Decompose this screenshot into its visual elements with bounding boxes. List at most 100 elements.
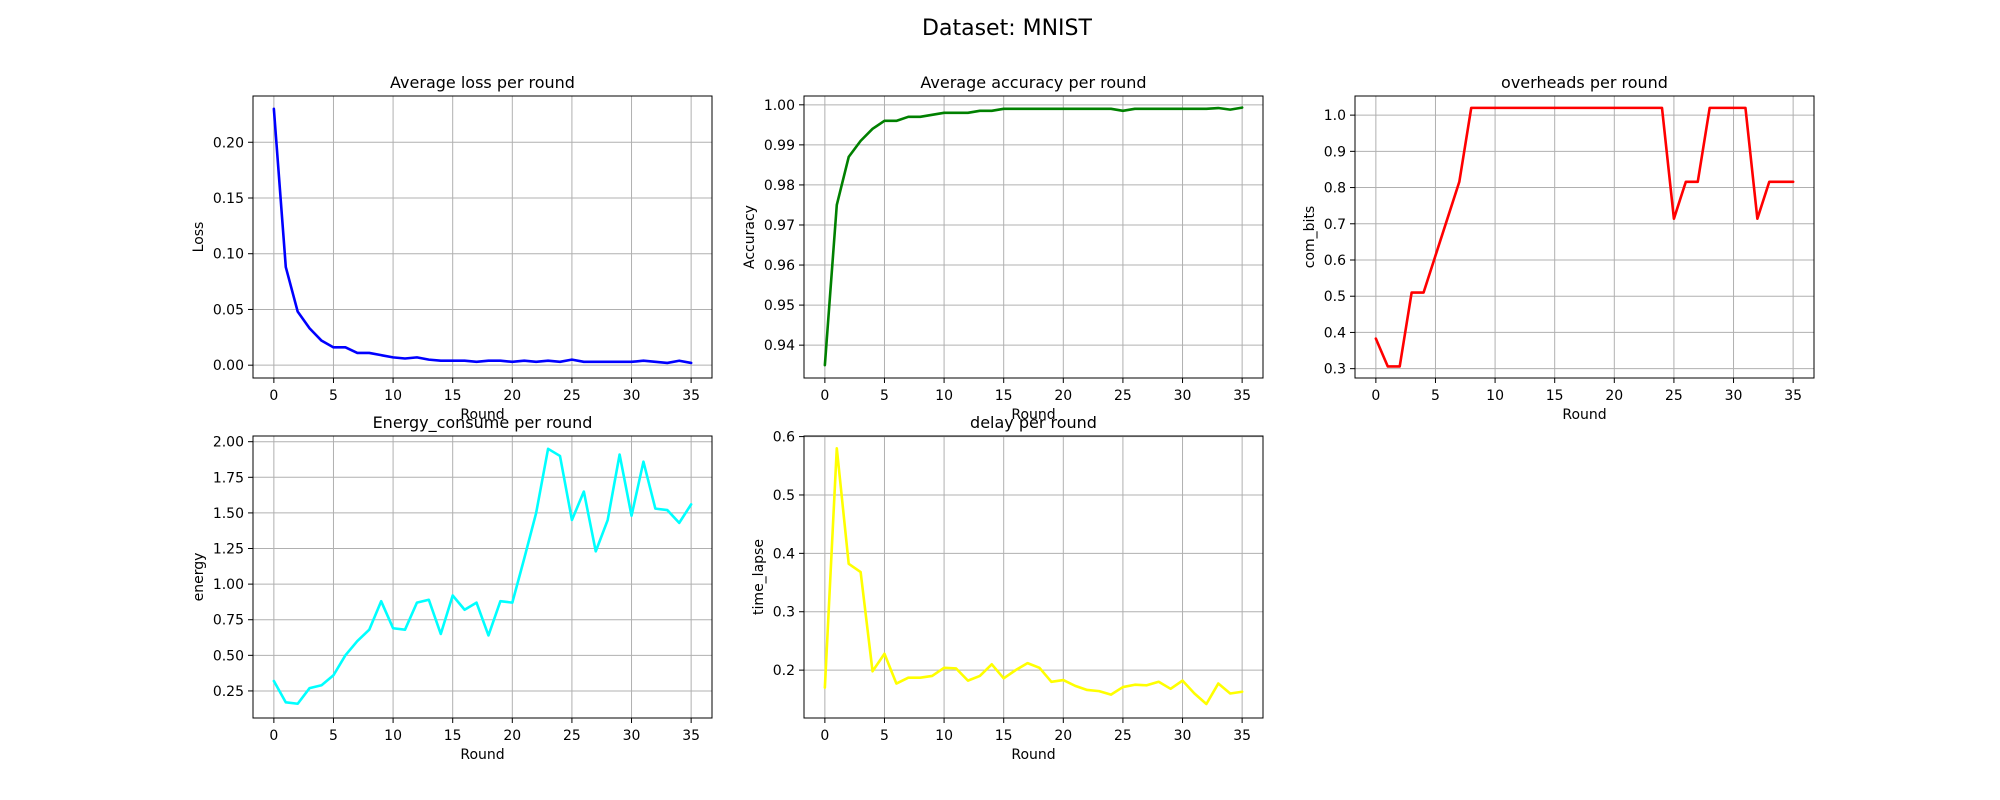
y-tick-label: 0.50: [213, 648, 244, 664]
overheads-title: overheads per round: [1501, 73, 1668, 92]
x-tick-label: 15: [995, 728, 1013, 744]
energy-ylabel: energy: [191, 553, 207, 602]
energy-xlabel: Round: [460, 747, 504, 763]
x-tick-label: 30: [1725, 388, 1743, 404]
x-tick-label: 30: [623, 388, 641, 404]
y-tick-label: 0.99: [764, 138, 795, 154]
y-tick-label: 0.75: [213, 613, 244, 629]
y-tick-label: 0.05: [213, 302, 244, 318]
axes-frame: [252, 95, 713, 379]
axes-delay: 0 5 10 15 20 25 30 35 0.2 0.3 0.4 0.5 0.6 delay per r…: [751, 413, 1264, 763]
overheads-xlabel: Round: [1562, 407, 1606, 423]
x-tick-label: 5: [329, 388, 338, 404]
x-tick-label: 25: [1114, 728, 1132, 744]
y-tick-label: 0.3: [1324, 362, 1346, 378]
x-tick-label: 35: [682, 728, 700, 744]
y-tick-label: 0.8: [1324, 181, 1346, 197]
x-tick-label: 25: [563, 388, 581, 404]
loss-title: Average loss per round: [390, 73, 575, 92]
y-tick-label: 0.97: [764, 218, 795, 234]
x-tick-label: 15: [995, 388, 1013, 404]
loss-series-line: [272, 107, 693, 365]
figure-suptitle: Dataset: MNIST: [922, 16, 1092, 41]
axes-overheads: 0 5 10 15 20 25 30 35 0.3 0.4 0.5 0.6 0.7 0.8 0.9 1.0 ov…: [1302, 73, 1815, 423]
y-tick-label: 0.6: [1324, 253, 1346, 269]
y-tick-label: 0.5: [1324, 289, 1346, 305]
y-tick-label: 0.9: [1324, 144, 1346, 160]
y-tick-label: 1.00: [764, 98, 795, 114]
y-tick-label: 0.00: [213, 358, 244, 374]
x-tick-label: 5: [329, 728, 338, 744]
energy-title: Energy_consume per round: [373, 413, 593, 433]
delay-series-line: [823, 446, 1244, 706]
axes-frame: [803, 95, 1264, 379]
axes-loss: 0 5 10 15 20 25 30 35 0.00 0.05 0.10 0.15 0.20 Averag…: [191, 73, 713, 423]
x-tick-label: 5: [880, 728, 889, 744]
y-tick-label: 0.95: [764, 298, 795, 314]
axes-energy: 0 5 10 15 20 25 30 35 0.25 0.50 0.75 1.00 1.25 1.50 1.…: [191, 413, 713, 763]
axes-frame: [803, 435, 1264, 719]
x-tick-label: 20: [1054, 728, 1072, 744]
accuracy-title: Average accuracy per round: [920, 73, 1146, 92]
x-tick-label: 10: [1486, 388, 1504, 404]
y-tick-label: 1.25: [213, 542, 244, 558]
y-tick-label: 2.00: [213, 435, 244, 451]
y-tick-label: 0.4: [773, 546, 795, 562]
x-tick-label: 30: [1174, 728, 1192, 744]
y-tick-label: 1.00: [213, 577, 244, 593]
y-tick-label: 0.20: [213, 135, 244, 151]
x-tick-label: 0: [269, 388, 278, 404]
y-tick-label: 0.96: [764, 258, 795, 274]
overheads-ylabel: com_bits: [1302, 206, 1318, 268]
x-tick-label: 35: [1784, 388, 1802, 404]
x-tick-label: 20: [1054, 388, 1072, 404]
axes-container: 0 5 10 15 20 25 30 350.000.050.100.150.20Averag…: [191, 73, 1815, 763]
y-tick-label: 0.94: [764, 338, 795, 354]
x-tick-label: 25: [1665, 388, 1683, 404]
x-tick-label: 5: [1431, 388, 1440, 404]
x-tick-label: 10: [384, 728, 402, 744]
x-tick-label: 0: [820, 388, 829, 404]
x-tick-label: 20: [1605, 388, 1623, 404]
x-tick-label: 10: [935, 388, 953, 404]
delay-xlabel: Round: [1011, 747, 1055, 763]
x-tick-label: 25: [563, 728, 581, 744]
x-tick-label: 30: [1174, 388, 1192, 404]
y-tick-label: 1.0: [1324, 108, 1346, 124]
loss-xlabel: Round: [460, 407, 504, 423]
axes-frame: [1354, 95, 1815, 379]
y-tick-label: 0.5: [773, 488, 795, 504]
x-tick-label: 25: [1114, 388, 1132, 404]
x-tick-label: 20: [503, 388, 521, 404]
x-tick-label: 15: [1546, 388, 1564, 404]
x-tick-label: 35: [1233, 728, 1251, 744]
x-tick-label: 10: [935, 728, 953, 744]
y-tick-label: 0.98: [764, 178, 795, 194]
x-tick-label: 0: [1371, 388, 1380, 404]
x-tick-label: 0: [269, 728, 278, 744]
x-tick-label: 10: [384, 388, 402, 404]
energy-series-line: [272, 447, 693, 706]
y-tick-label: 0.25: [213, 684, 244, 700]
y-tick-label: 0.6: [773, 430, 795, 446]
delay-title: delay per round: [970, 413, 1097, 432]
x-tick-label: 20: [503, 728, 521, 744]
y-tick-label: 0.10: [213, 247, 244, 263]
x-tick-label: 35: [1233, 388, 1251, 404]
y-tick-label: 1.75: [213, 470, 244, 486]
x-tick-label: 15: [444, 388, 462, 404]
x-tick-label: 5: [880, 388, 889, 404]
accuracy-xlabel: Round: [1011, 407, 1055, 423]
delay-ylabel: time_lapse: [751, 539, 767, 615]
accuracy-series-line: [823, 106, 1244, 367]
y-tick-label: 0.2: [773, 663, 795, 679]
x-tick-label: 35: [682, 388, 700, 404]
x-tick-label: 30: [623, 728, 641, 744]
x-tick-label: 15: [444, 728, 462, 744]
y-tick-label: 0.4: [1324, 325, 1346, 341]
y-tick-label: 1.50: [213, 506, 244, 522]
accuracy-ylabel: Accuracy: [742, 205, 758, 269]
loss-ylabel: Loss: [191, 222, 207, 253]
y-tick-label: 0.3: [773, 605, 795, 621]
